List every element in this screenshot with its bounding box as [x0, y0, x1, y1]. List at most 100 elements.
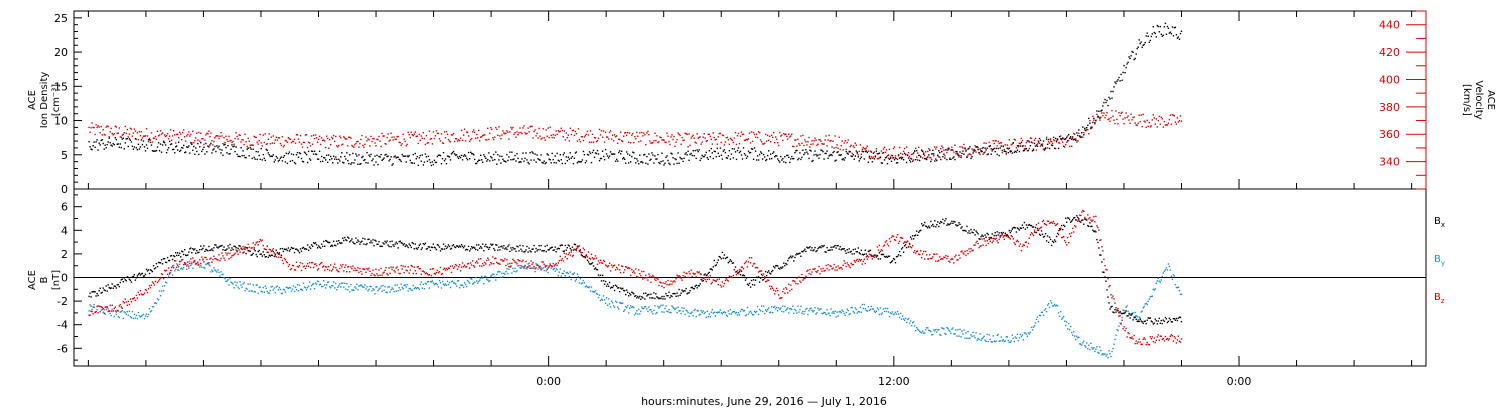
bz-series-point [521, 260, 523, 263]
velocity-series-point [892, 147, 895, 150]
bx-series-point [325, 239, 327, 242]
density-series-point [1013, 151, 1015, 154]
bx-series-point [703, 274, 705, 276]
velocity-series-point [434, 135, 437, 137]
bx-series-point [1070, 221, 1072, 223]
by-series-point [552, 268, 554, 271]
velocity-series-point [1043, 149, 1046, 151]
density-series-point [943, 153, 945, 155]
density-series-point [569, 152, 571, 154]
density-series-point [233, 145, 235, 147]
by-series-point [313, 287, 316, 290]
bx-series-point [472, 247, 474, 249]
velocity-series-point [528, 131, 530, 133]
density-series-point [1087, 124, 1089, 126]
velocity-series-point [504, 132, 506, 135]
velocity-series-point [642, 135, 644, 137]
by-series-point [1097, 351, 1099, 354]
velocity-series-point [404, 140, 406, 143]
by-series-point [550, 267, 552, 269]
by-series-point [724, 312, 727, 314]
density-series-point [378, 155, 380, 158]
density-series-point [646, 155, 648, 158]
by-series-point [930, 330, 932, 333]
velocity-series-point [563, 130, 565, 132]
by-series-point [745, 314, 748, 316]
velocity-series-point [1065, 144, 1067, 146]
bx-series-point [1031, 226, 1034, 228]
density-series-point [833, 150, 835, 153]
bx-series-point [656, 296, 658, 298]
density-series-point [523, 160, 525, 162]
by-series-point [248, 290, 250, 292]
by-series-point [261, 291, 263, 293]
density-series-point [282, 156, 285, 159]
velocity-series-point [1025, 141, 1028, 144]
velocity-series-point [968, 153, 970, 155]
bx-series-point [1006, 234, 1008, 237]
bx-series-point [985, 236, 987, 238]
bx-series-point [1104, 276, 1106, 278]
bx-series-point [297, 250, 300, 252]
bx-series-point [215, 244, 217, 246]
bz-series-point [541, 261, 543, 263]
bx-series-point [1149, 317, 1151, 319]
density-series-point [357, 163, 359, 165]
by-series-point [802, 310, 804, 313]
by-series-point [498, 270, 500, 273]
bx-series-point [293, 251, 296, 254]
density-series-point [667, 159, 669, 162]
density-series-point [388, 160, 390, 162]
velocity-series-point [389, 139, 391, 141]
velocity-series-point [120, 136, 122, 138]
velocity-series-point [689, 144, 691, 147]
density-series-point [154, 150, 157, 152]
bx-series-point [835, 247, 837, 249]
by-series-point [532, 267, 534, 270]
bx-series-point [438, 246, 441, 248]
by-series-point [214, 269, 216, 271]
by-series-point [510, 266, 512, 268]
velocity-series-point [472, 131, 474, 133]
by-series-point [195, 262, 197, 264]
density-series-point [499, 155, 501, 157]
by-series-point [177, 269, 179, 271]
by-series-point [324, 284, 326, 286]
velocity-series-point [841, 140, 843, 142]
bz-series-point [535, 267, 537, 269]
velocity-series-point [524, 131, 526, 134]
bx-series-point [926, 225, 928, 228]
bz-series-point [131, 298, 134, 300]
by-series-point [944, 332, 946, 335]
density-series-point [303, 151, 306, 153]
by-series-point [428, 287, 431, 289]
velocity-series-point [677, 132, 679, 134]
velocity-series-point [1034, 137, 1037, 140]
velocity-series-point [262, 134, 264, 136]
bx-series-point [749, 286, 752, 288]
velocity-series-point [1126, 116, 1128, 119]
density-series-point [587, 154, 590, 156]
bx-series-point [1089, 222, 1091, 224]
bx-series-point [312, 242, 315, 244]
velocity-series-point [1063, 138, 1065, 140]
bx-series-point [741, 274, 744, 277]
by-series-point [415, 287, 417, 290]
bx-series-point [834, 244, 836, 247]
by-series-point [921, 332, 923, 334]
density-series-point [1145, 35, 1147, 37]
density-series-point [522, 152, 524, 154]
bx-series-point [641, 296, 643, 298]
density-series-point [762, 153, 765, 156]
by-series-point [1091, 346, 1093, 349]
bz-series-point [327, 268, 329, 270]
by-series-point [1024, 332, 1027, 334]
density-series-point [879, 156, 882, 158]
velocity-series-point [118, 127, 120, 129]
density-series-point [464, 155, 467, 157]
by-series-point [594, 290, 597, 292]
bz-series-point [193, 261, 195, 263]
by-series-point [896, 310, 899, 313]
density-series-point [858, 160, 860, 162]
velocity-series-point [974, 145, 976, 147]
